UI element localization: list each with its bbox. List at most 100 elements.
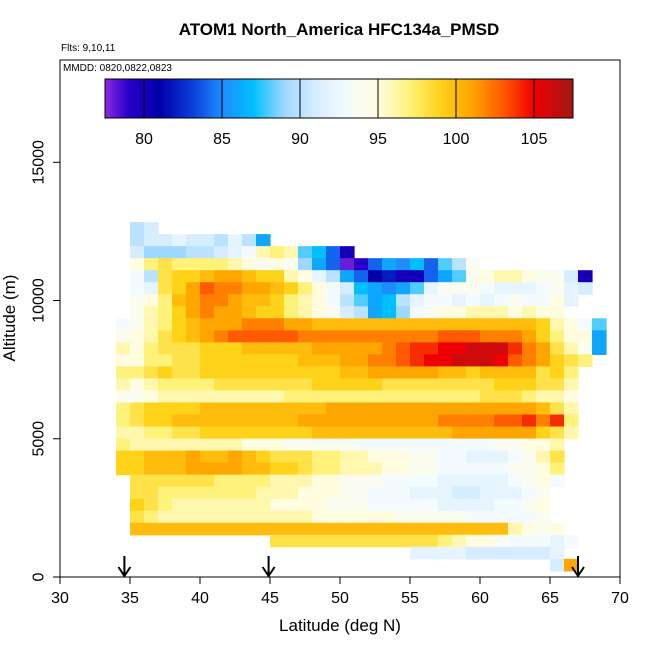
heatmap-cell <box>466 438 481 452</box>
heatmap-cell <box>326 438 341 452</box>
heatmap-cell <box>144 390 159 404</box>
heatmap-cell <box>130 306 145 319</box>
heatmap-cell <box>200 462 215 476</box>
heatmap-cell <box>438 378 453 392</box>
heatmap-cell <box>172 330 187 343</box>
heatmap-cell <box>186 498 201 512</box>
heatmap-cell <box>158 330 173 343</box>
heatmap-cell <box>508 474 523 488</box>
heatmap-cell <box>130 234 145 247</box>
heatmap-cell <box>480 450 495 464</box>
heatmap-cell <box>284 426 299 440</box>
heatmap-cell <box>200 402 215 416</box>
heatmap-cell <box>424 390 439 404</box>
heatmap-cell <box>186 246 201 259</box>
heatmap-cell <box>592 318 607 331</box>
heatmap-cell <box>186 234 201 247</box>
heatmap-cell <box>550 462 565 476</box>
heatmap-cell <box>298 474 313 488</box>
heatmap-cell <box>382 498 397 512</box>
heatmap-cell <box>228 282 243 295</box>
heatmap-cell <box>438 366 453 380</box>
heatmap-cell <box>438 306 453 319</box>
heatmap-cell <box>536 522 551 536</box>
heatmap-cell <box>228 234 243 247</box>
heatmap-cell <box>214 366 229 380</box>
heatmap-cell <box>354 258 369 271</box>
heatmap-cell <box>340 498 355 512</box>
heatmap-cell <box>116 462 131 476</box>
heatmap-cell <box>564 390 579 404</box>
heatmap-cell <box>410 330 425 343</box>
heatmap-cell <box>424 366 439 380</box>
heatmap-cell <box>214 462 229 476</box>
heatmap-cell <box>312 414 327 428</box>
heatmap-cell <box>452 486 467 500</box>
heatmap-cell <box>410 450 425 464</box>
heatmap-cell <box>200 414 215 428</box>
heatmap-cell <box>298 390 313 404</box>
heatmap-cell <box>172 342 187 355</box>
heatmap-cell <box>312 366 327 380</box>
heatmap-cell <box>480 522 495 536</box>
heatmap-cell <box>214 330 229 343</box>
heatmap-cell <box>326 294 341 307</box>
heatmap-cell <box>256 402 271 416</box>
heatmap-cell <box>410 294 425 307</box>
heatmap-cell <box>438 426 453 440</box>
heatmap-cell <box>466 402 481 416</box>
heatmap-cell <box>158 306 173 319</box>
heatmap-cell <box>368 306 383 319</box>
heatmap-cell <box>354 414 369 428</box>
heatmap-cell <box>228 246 243 259</box>
x-tick-label: 55 <box>401 590 419 607</box>
heatmap-cell <box>354 510 369 524</box>
heatmap-cell <box>326 318 341 331</box>
heatmap-cell <box>326 306 341 319</box>
heatmap-cell <box>172 414 187 428</box>
heatmap-cell <box>354 366 369 380</box>
heatmap-cell <box>298 378 313 392</box>
heatmap-cell <box>158 498 173 512</box>
heatmap-cell <box>326 342 341 355</box>
heatmap-cell <box>354 378 369 392</box>
heatmap-cell <box>410 510 425 524</box>
heatmap-cell <box>340 402 355 416</box>
heatmap-cell <box>284 522 299 536</box>
flights-label: Flts: 9,10,11 <box>61 43 116 54</box>
heatmap-cell <box>396 282 411 295</box>
heatmap-cell <box>494 474 509 488</box>
heatmap-cell <box>466 486 481 500</box>
heatmap-cell <box>130 438 145 452</box>
heatmap-cell <box>256 318 271 331</box>
x-tick-label: 45 <box>261 590 279 607</box>
heatmap-cell <box>186 510 201 524</box>
heatmap-cell <box>270 282 285 295</box>
heatmap-cell <box>144 366 159 380</box>
heatmap-cell <box>158 414 173 428</box>
heatmap-cell <box>256 294 271 307</box>
heatmap-cell <box>424 450 439 464</box>
heatmap-cell <box>298 450 313 464</box>
heatmap-cell <box>116 342 131 355</box>
heatmap-cell <box>424 510 439 524</box>
heatmap-cell <box>438 510 453 524</box>
heatmap-cell <box>144 522 159 536</box>
heatmap-cell <box>368 438 383 452</box>
heatmap-cell <box>452 426 467 440</box>
heatmap-cell <box>326 330 341 343</box>
heatmap-cell <box>382 426 397 440</box>
y-tick-label: 0 <box>31 572 48 581</box>
heatmap-cell <box>410 438 425 452</box>
heatmap-cell <box>228 342 243 355</box>
heatmap-cell <box>354 354 369 367</box>
y-tick-label: 15000 <box>31 140 48 185</box>
heatmap-cell <box>256 522 271 536</box>
heatmap-cell <box>242 522 257 536</box>
heatmap-cell <box>312 438 327 452</box>
heatmap-cell <box>340 246 355 259</box>
heatmap-cell <box>130 450 145 464</box>
heatmap-cell <box>312 426 327 440</box>
heatmap-cell <box>410 462 425 476</box>
heatmap-cell <box>200 366 215 380</box>
